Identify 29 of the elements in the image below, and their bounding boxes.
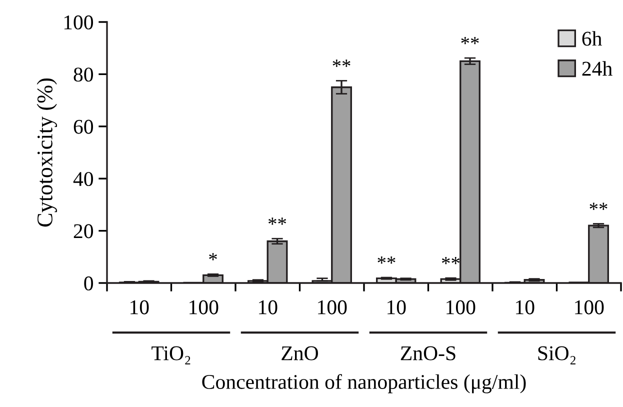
data-label: * bbox=[209, 253, 217, 260]
data-label: ** bbox=[332, 60, 350, 67]
data-label: ** bbox=[442, 257, 460, 264]
x-tick-label: 100 bbox=[190, 300, 218, 314]
y-tick-label: 20 bbox=[74, 224, 94, 238]
text: ZnO bbox=[282, 346, 318, 360]
text: ZnO-S bbox=[400, 346, 456, 360]
x-tick-label: 10 bbox=[388, 300, 406, 314]
x-tick-label: 10 bbox=[516, 300, 534, 314]
y-axis-title: Cytotoxicity (%) bbox=[36, 78, 57, 227]
legend-label: 6h bbox=[582, 31, 602, 46]
x-axis-title: Concentration of nanoparticles (μg/ml) bbox=[202, 374, 526, 394]
legend-label: 24h bbox=[582, 61, 612, 76]
text: SiO₂ bbox=[538, 346, 576, 364]
x-tick-label: 100 bbox=[446, 300, 476, 314]
y-tick-label: 60 bbox=[74, 120, 94, 134]
data-label: ** bbox=[590, 202, 608, 210]
y-tick-label: 100 bbox=[64, 15, 94, 30]
y-tick-label: 0 bbox=[84, 276, 94, 290]
data-label: ** bbox=[461, 36, 479, 44]
y-tick-label: 40 bbox=[73, 172, 94, 186]
x-tick-label: 10 bbox=[130, 300, 149, 314]
x-tick-label: 100 bbox=[318, 300, 347, 314]
data-label: ** bbox=[268, 218, 286, 225]
x-tick-label: 10 bbox=[259, 300, 278, 314]
data-label: ** bbox=[378, 256, 396, 264]
y-tick-label: 80 bbox=[74, 68, 94, 82]
x-tick-label: 100 bbox=[575, 300, 604, 314]
text: TiO₂ bbox=[152, 346, 190, 364]
